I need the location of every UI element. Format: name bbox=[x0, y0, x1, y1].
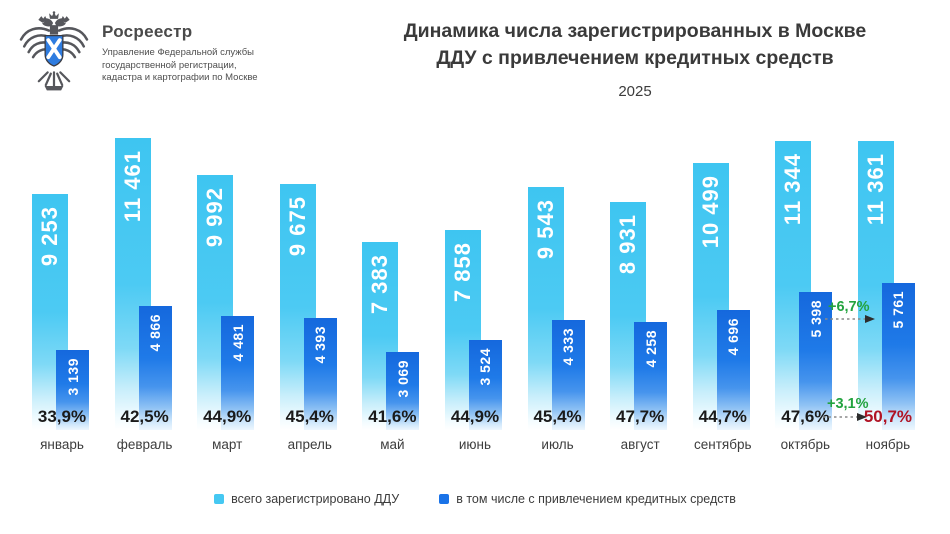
page-title-line: ДДУ с привлечением кредитных средств bbox=[436, 46, 834, 69]
total-bar-value: 10 499 bbox=[697, 175, 723, 249]
credit-bar-value: 3 139 bbox=[64, 358, 81, 396]
share-percent: 44,9% bbox=[203, 407, 252, 426]
month-label: апрель bbox=[287, 437, 332, 452]
share-percent: 45,4% bbox=[533, 407, 582, 426]
credit-bar: 4 481 bbox=[221, 316, 255, 430]
chart-area: 9 253 3 139 33,9% январь 11 461 4 866 42,5% фев… bbox=[21, 106, 929, 454]
total-bar-value: 11 344 bbox=[780, 153, 806, 226]
month-label: август bbox=[620, 437, 660, 452]
org-subtitle-line: Управление Федеральной службы bbox=[102, 47, 254, 58]
growth-arrow-share-icon bbox=[823, 413, 867, 421]
page-title-line: Динамика числа зарегистрированных в Моск… bbox=[403, 20, 867, 42]
credit-bar-value: 5 398 bbox=[807, 300, 824, 338]
month-label: январь bbox=[40, 437, 84, 452]
legend-label-credit: в том числе с привлечением кредитных сре… bbox=[456, 492, 736, 506]
growth-arrow-credit-icon bbox=[825, 315, 875, 323]
bar-group-5: 7 383 3 069 41,6% май bbox=[351, 106, 433, 454]
total-bar-value: 8 931 bbox=[615, 214, 641, 275]
legend-label-total: всего зарегистрировано ДДУ bbox=[231, 492, 400, 506]
month-label: сентябрь bbox=[694, 437, 752, 452]
page-title: Динамика числа зарегистрированных в Моск… bbox=[352, 18, 918, 72]
credit-bar-value: 4 866 bbox=[147, 314, 164, 352]
credit-bar: 5 398 bbox=[799, 292, 833, 430]
org-subtitle: Управление Федеральной службы государств… bbox=[102, 47, 258, 85]
credit-bar-value: 4 258 bbox=[642, 330, 659, 368]
credit-bar-value: 4 393 bbox=[312, 326, 329, 364]
share-percent: 44,7% bbox=[698, 407, 747, 426]
legend-item-credit: в том числе с привлечением кредитных сре… bbox=[439, 492, 736, 506]
total-bar-value: 7 383 bbox=[367, 254, 393, 315]
month-label: июль bbox=[541, 437, 574, 452]
legend-swatch-credit-icon bbox=[439, 494, 450, 504]
total-bar-value: 11 361 bbox=[862, 153, 888, 226]
credit-bar-value: 4 481 bbox=[229, 324, 246, 362]
credit-bar: 4 393 bbox=[303, 318, 337, 430]
bar-group-10: 11 344 5 398 47,6% октябрь bbox=[764, 106, 846, 454]
bar-group-6: 7 858 3 524 44,9% июнь bbox=[434, 106, 516, 454]
chart-year: 2025 bbox=[618, 82, 652, 100]
total-bar-value: 9 543 bbox=[532, 199, 558, 260]
month-label: июнь bbox=[458, 437, 492, 452]
share-percent: 42,5% bbox=[120, 407, 169, 426]
credit-bar-value: 5 761 bbox=[890, 291, 907, 329]
org-subtitle-line: государственной регистрации, bbox=[102, 59, 237, 71]
total-bar-value: 7 858 bbox=[449, 242, 475, 303]
credit-bar: 5 761 bbox=[881, 283, 915, 430]
legend-swatch-total-icon bbox=[214, 494, 225, 504]
bar-group-3: 9 992 4 481 44,9% март bbox=[186, 106, 268, 454]
logo-block: Росреестр Управление Федеральной службы … bbox=[16, 10, 258, 98]
share-percent: 45,4% bbox=[285, 407, 334, 426]
share-percent: 47,6% bbox=[781, 407, 830, 426]
rosreestr-eagle-emblem-icon bbox=[19, 11, 89, 91]
bar-group-4: 9 675 4 393 45,4% апрель bbox=[269, 106, 351, 454]
total-bar-value: 9 992 bbox=[202, 187, 228, 248]
org-name: Росреестр bbox=[102, 22, 193, 41]
bar-group-7: 9 543 4 333 45,4% июль bbox=[517, 106, 599, 454]
credit-bar: 4 258 bbox=[634, 322, 668, 430]
credit-bar-value: 4 696 bbox=[725, 318, 742, 356]
month-label: ноябрь bbox=[865, 437, 911, 452]
credit-bar: 3 069 bbox=[386, 352, 420, 430]
credit-bar: 4 333 bbox=[551, 320, 585, 430]
bar-group-2: 11 461 4 866 42,5% февраль bbox=[104, 106, 186, 454]
month-label: октябрь bbox=[780, 437, 831, 452]
credit-bar-value: 3 069 bbox=[394, 360, 411, 398]
month-label: май bbox=[380, 437, 405, 452]
share-percent: 50,7% bbox=[863, 407, 913, 426]
bar-group-8: 8 931 4 258 47,7% август bbox=[599, 106, 681, 454]
share-percent: 41,6% bbox=[368, 407, 417, 426]
total-bar-value: 9 253 bbox=[37, 206, 62, 267]
bar-group-1: 9 253 3 139 33,9% январь bbox=[21, 106, 103, 454]
org-subtitle-line: кадастра и картографии по Москве bbox=[102, 72, 258, 84]
bar-group-9: 10 499 4 696 44,7% сентябрь bbox=[682, 106, 764, 454]
title-block: Динамика числа зарегистрированных в Моск… bbox=[352, 18, 918, 100]
total-bar-value: 11 461 bbox=[119, 150, 145, 223]
credit-bar-value: 4 333 bbox=[560, 328, 577, 366]
share-percent: 44,9% bbox=[450, 407, 500, 426]
share-percent: 33,9% bbox=[37, 407, 87, 426]
month-label: март bbox=[212, 437, 243, 452]
credit-bar: 3 524 bbox=[468, 340, 502, 430]
bar-group-11: 11 361 5 761 50,7% ноябрь bbox=[847, 106, 929, 454]
credit-bar: 4 866 bbox=[138, 306, 172, 430]
credit-bar: 4 696 bbox=[716, 310, 750, 430]
logo-text: Росреестр Управление Федеральной службы … bbox=[102, 22, 258, 85]
legend: всего зарегистрировано ДДУ в том числе с… bbox=[0, 492, 950, 506]
credit-bar: 3 139 bbox=[56, 350, 89, 430]
month-label: февраль bbox=[116, 437, 173, 452]
growth-annotation-share: +3,1% bbox=[827, 396, 869, 412]
total-bar-value: 9 675 bbox=[284, 196, 310, 257]
growth-annotation-credit: +6,7% bbox=[828, 299, 870, 315]
share-percent: 47,7% bbox=[616, 407, 665, 426]
credit-bar-value: 3 524 bbox=[477, 348, 494, 386]
legend-item-total: всего зарегистрировано ДДУ bbox=[214, 492, 399, 506]
